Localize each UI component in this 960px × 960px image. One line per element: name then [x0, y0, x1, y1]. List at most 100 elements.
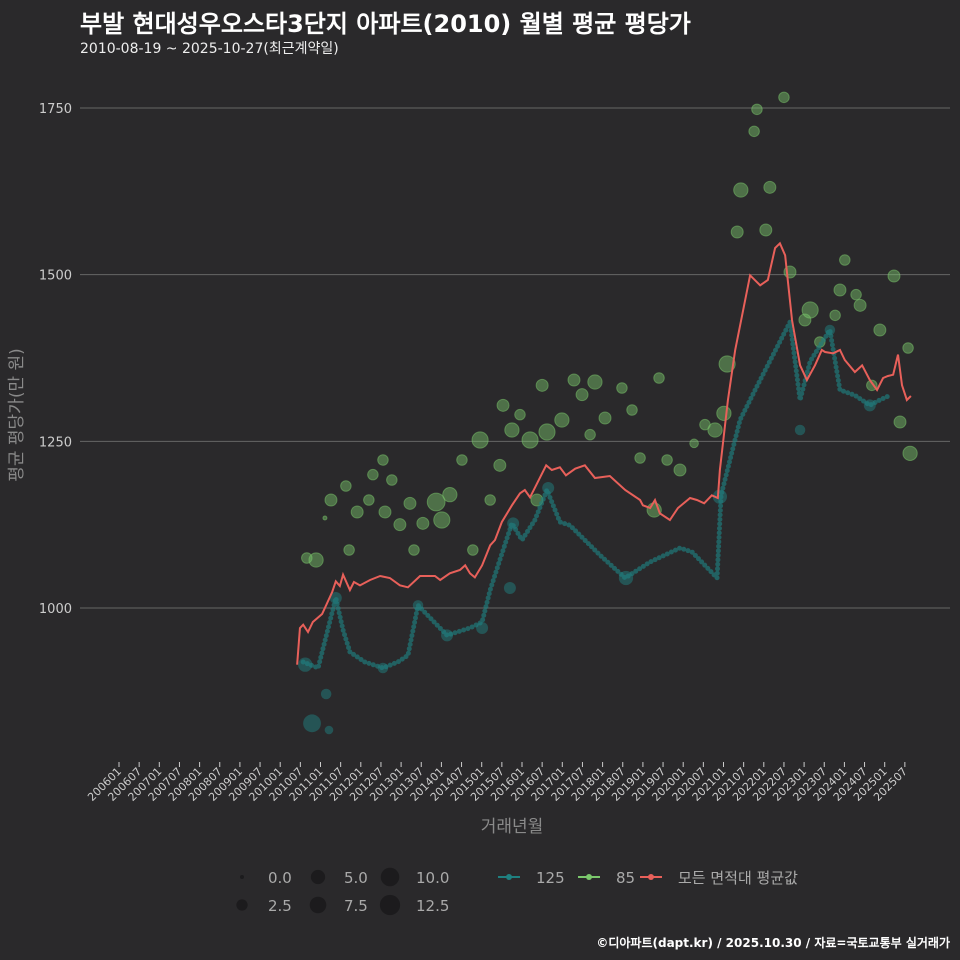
- point-85: [759, 223, 773, 237]
- y-tick-label: 1500: [39, 269, 72, 284]
- point-85: [554, 412, 570, 428]
- point-85: [575, 388, 589, 402]
- y-tick-label: 1000: [39, 602, 72, 617]
- size-legend-symbol: [236, 899, 248, 911]
- series-legend-label: 85: [616, 869, 635, 887]
- size-legend-symbol: [380, 867, 400, 887]
- point-125: [320, 688, 332, 700]
- point-85: [343, 544, 355, 556]
- y-tick-label: 1750: [39, 102, 72, 117]
- point-85: [839, 254, 851, 266]
- point-85: [850, 288, 862, 301]
- line-average: [296, 241, 912, 665]
- point-85: [661, 454, 673, 466]
- point-85: [902, 445, 918, 461]
- series-legend-label: 모든 면적대 평균값: [678, 869, 798, 887]
- point-85: [484, 494, 496, 506]
- point-125: [507, 517, 520, 530]
- point-85: [514, 408, 526, 421]
- y-axis-label: 평균 평당가(만 원): [7, 348, 27, 482]
- point-85: [689, 438, 699, 449]
- series-legend-marker: [648, 874, 654, 880]
- point-125: [863, 399, 876, 412]
- point-85: [324, 493, 338, 507]
- point-125: [329, 592, 342, 604]
- point-85: [567, 373, 581, 387]
- point-85: [416, 516, 430, 530]
- x-tick-labels: 2006012006072007012007072008012008072009…: [85, 762, 910, 804]
- chart-subtitle: 2010-08-19 ~ 2025-10-27(최근계약일): [80, 41, 339, 57]
- point-125: [324, 725, 334, 735]
- point-85: [763, 180, 777, 194]
- point-85: [378, 505, 392, 519]
- point-125: [412, 600, 424, 611]
- point-85: [751, 103, 763, 116]
- point-125: [298, 657, 313, 672]
- point-85: [456, 454, 468, 466]
- point-125: [303, 714, 321, 733]
- point-85: [322, 515, 328, 521]
- point-85: [716, 405, 732, 421]
- y-tick-label: 1250: [39, 435, 72, 450]
- point-85: [587, 374, 603, 390]
- point-85: [367, 468, 379, 481]
- point-85: [893, 415, 907, 429]
- point-125: [712, 489, 728, 504]
- footer-credit: ©디아파트(dapt.kr) / 2025.10.30 / 자료=국토교통부 실…: [596, 936, 950, 950]
- y-tick-labels: 1000 1250 1500 1750: [39, 102, 72, 617]
- point-85: [748, 125, 760, 138]
- point-85: [308, 552, 324, 568]
- point-85: [535, 378, 549, 392]
- point-125: [476, 622, 489, 634]
- point-85: [673, 463, 687, 477]
- size-legend-symbol: [309, 896, 327, 914]
- point-85: [403, 496, 417, 510]
- size-legend-label: 0.0: [268, 869, 292, 887]
- point-125: [794, 424, 806, 436]
- point-85: [350, 505, 364, 519]
- point-85: [584, 428, 596, 441]
- series-legend-marker: [586, 874, 592, 880]
- point-85: [521, 431, 539, 449]
- size-legend-symbol: [379, 894, 401, 916]
- point-85: [733, 182, 749, 198]
- point-85: [798, 313, 812, 327]
- point-85: [598, 411, 612, 425]
- size-legend-symbol: [310, 869, 326, 885]
- x-axis-label: 거래년월: [481, 817, 544, 837]
- point-85: [634, 452, 646, 464]
- size-legend-label: 12.5: [416, 897, 449, 915]
- point-85: [833, 283, 847, 297]
- point-85: [718, 355, 736, 373]
- point-85: [493, 458, 507, 472]
- point-125: [542, 482, 555, 494]
- point-85: [707, 422, 723, 438]
- point-85: [496, 398, 510, 412]
- point-85: [426, 492, 446, 512]
- point-85: [853, 298, 867, 312]
- point-85: [538, 423, 556, 441]
- point-85: [467, 544, 479, 556]
- chart-title: 부발 현대성우오스타3단지 아파트(2010) 월별 평균 평당가: [80, 10, 691, 38]
- point-85: [626, 404, 638, 416]
- point-85: [340, 480, 352, 492]
- point-125: [503, 582, 516, 594]
- point-85: [471, 431, 489, 449]
- series-legend-marker: [506, 874, 512, 880]
- legend: 0.0 2.5 5.0 7.5 10.0 12.5 125 85 모든 면적대 평균값: [236, 867, 798, 916]
- point-85: [778, 91, 790, 104]
- size-legend-label: 5.0: [344, 869, 368, 887]
- point-85: [393, 518, 407, 532]
- gridlines: [80, 107, 950, 609]
- size-legend-label: 10.0: [416, 869, 449, 887]
- size-legend-label: 7.5: [344, 897, 368, 915]
- size-legend-symbol: [240, 875, 244, 879]
- point-85: [902, 342, 914, 354]
- point-85: [386, 474, 398, 486]
- series-legend-label: 125: [536, 869, 565, 887]
- point-85: [887, 269, 901, 283]
- point-85: [433, 511, 451, 529]
- point-125: [441, 629, 454, 642]
- point-125: [618, 570, 634, 586]
